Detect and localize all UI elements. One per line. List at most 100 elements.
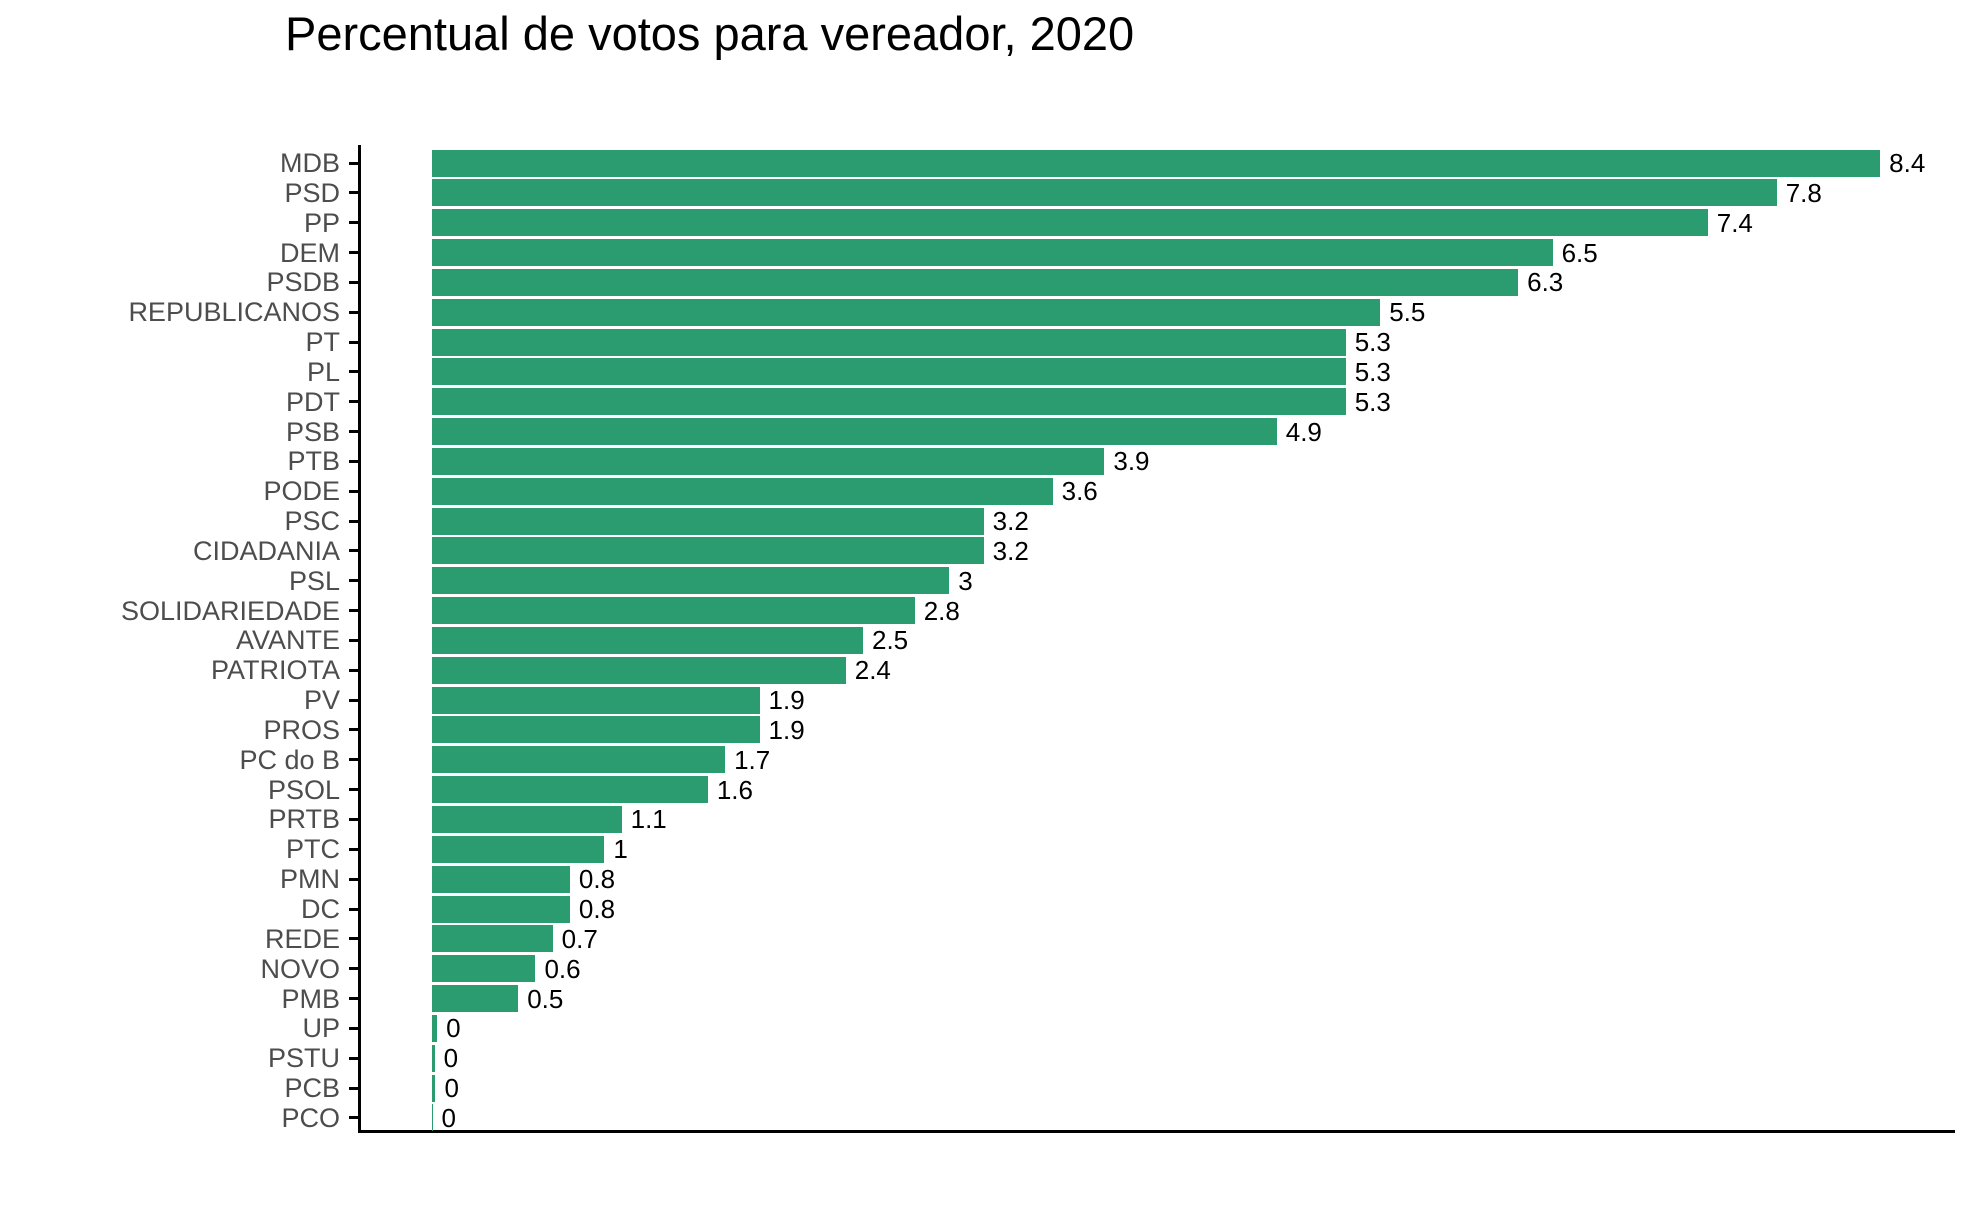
y-axis-tick bbox=[349, 161, 358, 165]
bar bbox=[432, 507, 984, 535]
value-label: 1 bbox=[613, 834, 628, 865]
value-label: 3.2 bbox=[992, 535, 1029, 566]
value-label: 0 bbox=[444, 1073, 459, 1104]
value-label: 1.7 bbox=[734, 744, 771, 775]
y-axis-label: UP bbox=[302, 1013, 340, 1044]
value-label: 3.2 bbox=[992, 506, 1029, 537]
y-axis-label: PMN bbox=[280, 864, 340, 895]
y-axis-label: PSOL bbox=[267, 774, 340, 805]
y-axis-tick bbox=[349, 609, 358, 613]
y-axis-tick bbox=[349, 489, 358, 493]
bar bbox=[432, 447, 1105, 475]
value-label: 0 bbox=[443, 1043, 459, 1074]
value-label: 0 bbox=[441, 1102, 456, 1133]
y-axis-label: PROS bbox=[263, 714, 340, 745]
y-axis-label: PSL bbox=[288, 565, 340, 596]
bar bbox=[432, 835, 605, 863]
y-axis-tick bbox=[349, 280, 358, 284]
y-axis-label: SOLIDARIEDADE bbox=[120, 595, 340, 626]
y-axis-tick bbox=[349, 937, 358, 941]
bar bbox=[432, 477, 1053, 505]
value-label: 5.3 bbox=[1354, 386, 1391, 417]
y-axis-tick bbox=[349, 638, 358, 642]
bar bbox=[432, 1014, 438, 1042]
bar bbox=[432, 149, 1881, 177]
bar bbox=[432, 388, 1346, 416]
value-label: 2.8 bbox=[923, 595, 960, 626]
value-label: 1.1 bbox=[630, 804, 667, 835]
bar bbox=[432, 179, 1777, 207]
y-axis-tick bbox=[349, 1026, 358, 1030]
y-axis-tick bbox=[349, 907, 358, 911]
y-axis-label: PSTU bbox=[267, 1043, 340, 1074]
bar bbox=[432, 418, 1277, 446]
bar bbox=[432, 1074, 436, 1102]
value-label: 2.4 bbox=[854, 655, 891, 686]
bar bbox=[432, 865, 570, 893]
bar bbox=[432, 328, 1346, 356]
plot-panel bbox=[358, 145, 1955, 1133]
y-axis-label: PSB bbox=[285, 416, 340, 447]
y-axis-label: PCB bbox=[284, 1073, 340, 1104]
y-axis-label: PP bbox=[303, 207, 340, 238]
y-axis-label: PMB bbox=[281, 983, 340, 1014]
y-axis-tick bbox=[349, 191, 358, 195]
bar bbox=[432, 298, 1381, 326]
value-label: 2.5 bbox=[872, 625, 909, 656]
bar bbox=[432, 925, 553, 953]
y-axis-tick bbox=[349, 340, 358, 344]
y-axis-tick bbox=[349, 1116, 358, 1120]
value-label: 0.8 bbox=[578, 894, 616, 924]
y-axis-tick bbox=[349, 758, 358, 762]
value-label: 1.9 bbox=[768, 685, 805, 716]
value-label: 6.3 bbox=[1527, 267, 1564, 298]
bar bbox=[432, 209, 1708, 237]
bar bbox=[432, 1104, 433, 1132]
y-axis-label: REPUBLICANOS bbox=[128, 297, 340, 328]
y-axis-label: PT bbox=[305, 327, 340, 358]
value-label: 1.9 bbox=[768, 714, 805, 745]
y-axis-label: DEM bbox=[280, 237, 340, 268]
y-axis-tick bbox=[349, 251, 358, 255]
bar bbox=[432, 955, 536, 983]
y-axis-label: PCO bbox=[281, 1102, 340, 1133]
y-axis-tick bbox=[349, 549, 358, 553]
y-axis-tick bbox=[349, 847, 358, 851]
y-axis-tick bbox=[349, 221, 358, 225]
bar bbox=[432, 239, 1553, 267]
bar bbox=[432, 537, 984, 565]
value-label: 5.3 bbox=[1354, 327, 1391, 358]
bar bbox=[432, 776, 708, 804]
y-axis-tick bbox=[349, 788, 358, 792]
y-axis-label: PSDB bbox=[266, 267, 340, 298]
y-axis-tick bbox=[349, 1086, 358, 1090]
bar bbox=[432, 716, 760, 744]
value-label: 0.8 bbox=[578, 864, 616, 895]
y-axis-tick bbox=[349, 459, 358, 463]
bar bbox=[432, 1044, 435, 1072]
value-label: 8.4 bbox=[1889, 148, 1926, 178]
y-axis-label: PSC bbox=[284, 506, 340, 537]
y-axis-label: CIDADANIA bbox=[192, 535, 340, 566]
value-label: 0 bbox=[446, 1013, 461, 1044]
value-label: 0.5 bbox=[527, 983, 564, 1014]
y-axis-tick bbox=[349, 728, 358, 732]
y-axis-tick bbox=[349, 1056, 358, 1060]
y-axis-label: PC do B bbox=[239, 744, 340, 775]
bar bbox=[432, 686, 760, 714]
y-axis-label: REDE bbox=[264, 923, 340, 954]
bar bbox=[432, 597, 915, 625]
y-axis-label: PDT bbox=[286, 386, 340, 417]
y-axis-label: PSD bbox=[284, 177, 340, 208]
y-axis-label: PTB bbox=[287, 446, 340, 477]
y-axis-label: PV bbox=[303, 685, 340, 716]
y-axis-label: PRTB bbox=[268, 804, 340, 835]
bar bbox=[432, 746, 726, 774]
value-label: 0.7 bbox=[561, 923, 598, 954]
value-label: 3.9 bbox=[1113, 446, 1150, 477]
y-axis-tick bbox=[349, 817, 358, 821]
value-label: 7.4 bbox=[1716, 207, 1753, 238]
y-axis-tick bbox=[349, 967, 358, 971]
y-axis-tick bbox=[349, 698, 358, 702]
